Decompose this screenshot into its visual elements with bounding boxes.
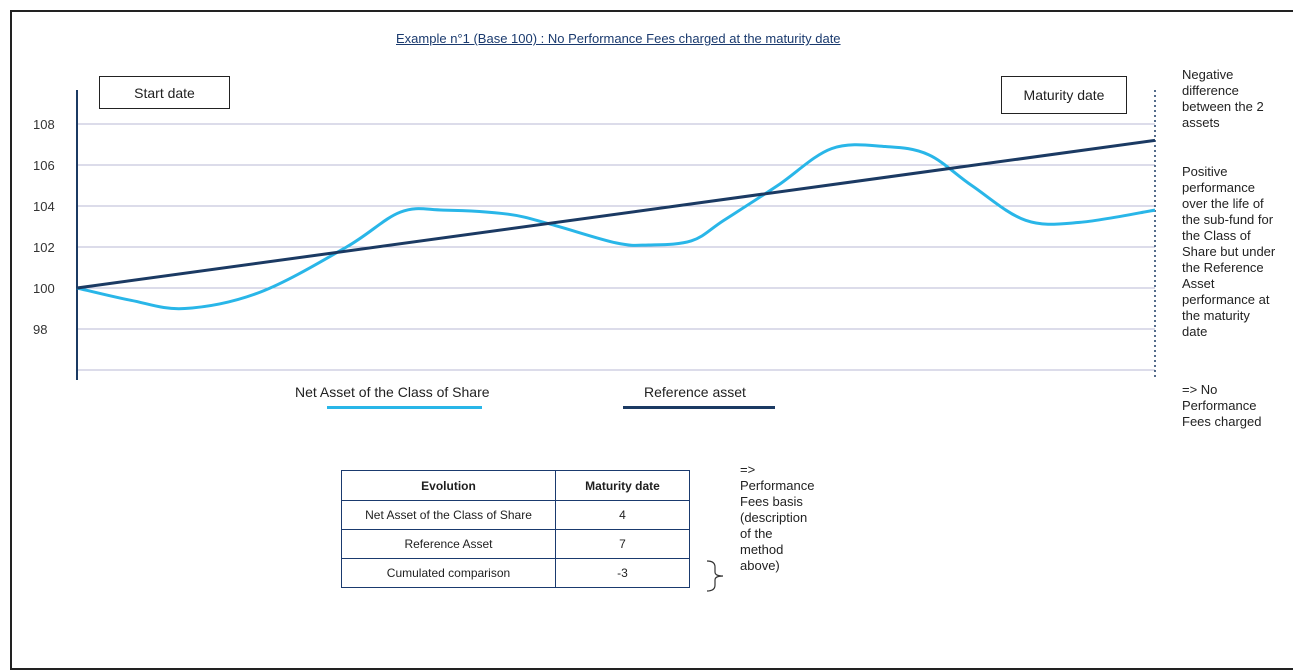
table-cell: Cumulated comparison	[341, 558, 556, 588]
y-tick-label: 104	[33, 199, 55, 214]
table-row: Reference Asset 7	[341, 529, 690, 559]
grid-lines	[77, 123, 1155, 371]
series-line-reference	[76, 138, 1156, 290]
table-cell: Reference Asset	[341, 529, 556, 559]
line-chart: 98 100 102 104 106 108	[33, 90, 1156, 380]
brace-icon	[706, 560, 724, 592]
legend-label-net-asset: Net Asset of the Class of Share	[295, 384, 490, 400]
legend-label-reference: Reference asset	[644, 384, 746, 400]
table-cell: 4	[555, 500, 690, 530]
y-tick-label: 106	[33, 158, 55, 173]
table-header-maturity: Maturity date	[555, 470, 690, 501]
series-lines	[76, 138, 1156, 311]
table-row: Cumulated comparison -3	[341, 558, 690, 588]
y-tick-label: 108	[33, 117, 55, 132]
table-note: => Performance Fees basis (description of …	[740, 462, 815, 573]
table-header-row: Evolution Maturity date	[341, 470, 690, 501]
table-cell: Net Asset of the Class of Share	[341, 500, 556, 530]
table-row: Net Asset of the Class of Share 4	[341, 500, 690, 530]
legend-swatch-net-asset	[327, 406, 482, 409]
y-tick-label: 98	[33, 322, 47, 337]
y-tick-label: 100	[33, 281, 55, 296]
side-note-positive: Positive performance over the life of the …	[1182, 164, 1276, 339]
table-header-evolution: Evolution	[341, 470, 556, 501]
series-line-net-asset	[76, 143, 1156, 311]
legend-swatch-reference	[623, 406, 775, 409]
start-date-box: Start date	[99, 76, 230, 109]
y-tick-labels: 98 100 102 104 106 108	[33, 117, 55, 337]
y-tick-label: 102	[33, 240, 55, 255]
maturity-date-box: Maturity date	[1001, 76, 1127, 114]
side-note-conclusion: => No Performance Fees charged	[1182, 382, 1262, 429]
evolution-table: Evolution Maturity date Net Asset of the…	[341, 470, 690, 588]
side-note-negative: Negative difference between the 2 assets	[1182, 67, 1264, 130]
table-cell: -3	[555, 558, 690, 588]
table-cell: 7	[555, 529, 690, 559]
chart-title: Example n°1 (Base 100) : No Performance …	[396, 31, 841, 46]
